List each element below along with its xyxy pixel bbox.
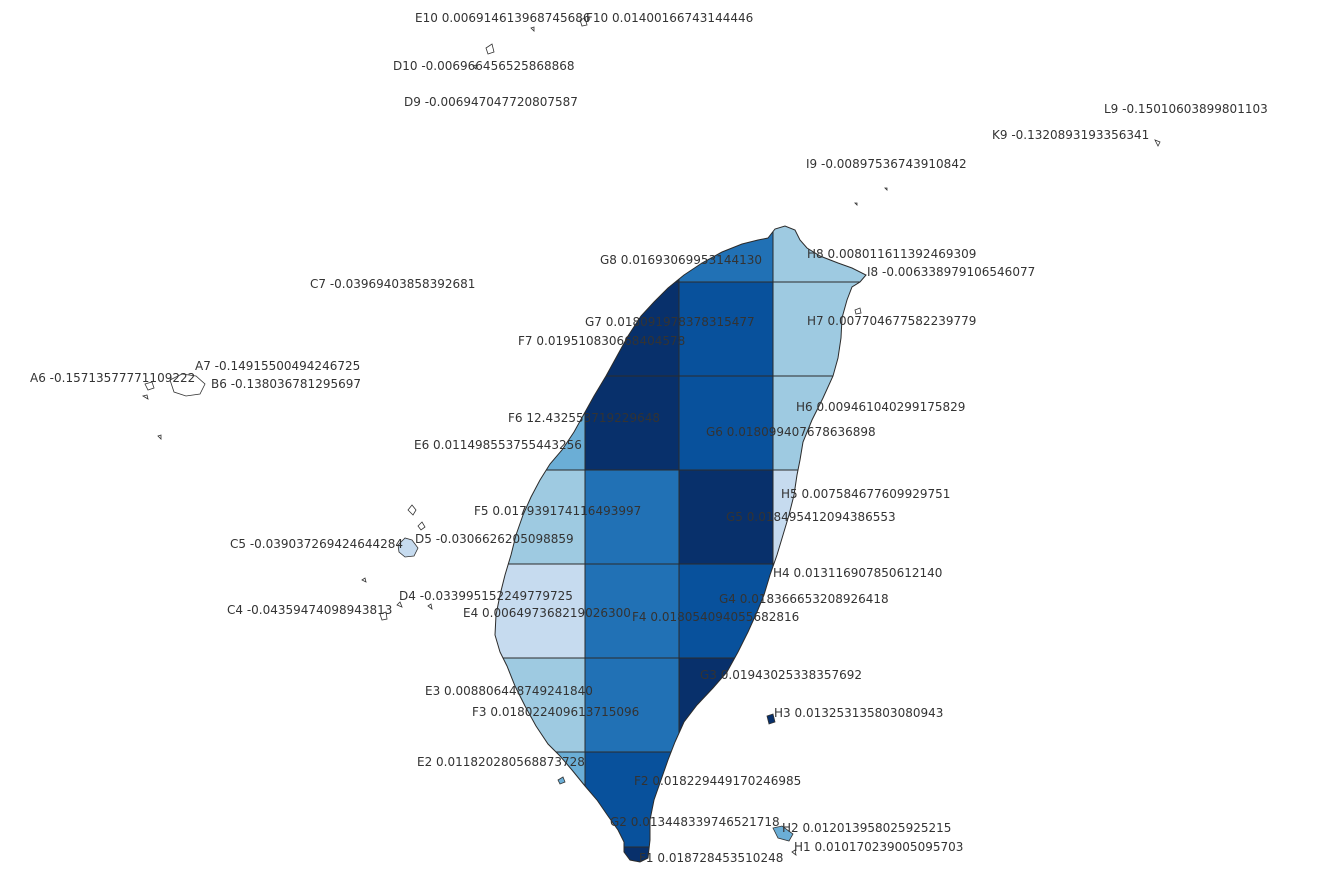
cell-F8	[584, 226, 680, 283]
label-F6: F6 12.432553719229648	[508, 411, 660, 425]
label-F3: F3 0.018022409613715096	[472, 705, 639, 719]
cell-H8	[772, 226, 866, 283]
label-H5: H5 0.007584677609929751	[781, 487, 950, 501]
label-E6: E6 0.011498553755443256	[414, 438, 582, 452]
label-G5: G5 0.018495412094386553	[726, 510, 896, 524]
label-E3: E3 0.008806448749241840	[425, 684, 593, 698]
label-H8: H8 0.008011611392469309	[807, 247, 976, 261]
cell-G2	[678, 751, 774, 862]
label-G4: G4 0.018366653208926418	[719, 592, 889, 606]
penghu-islands	[361, 504, 433, 621]
label-I9: I9 -0.00897536743910842	[806, 157, 967, 171]
label-I8: I8 -0.006338979106546077	[867, 265, 1035, 279]
label-F2: F2 0.018229449170246985	[634, 774, 801, 788]
label-C5: C5 -0.039037269424644284	[230, 537, 403, 551]
label-D5: D5 -0.0306626205098859	[415, 532, 574, 546]
cell-H7	[772, 281, 866, 377]
label-G7: G7 0.018091978378315477	[585, 315, 755, 329]
cell-G7	[678, 281, 774, 377]
label-F1: F1 0.018728453510248	[639, 851, 783, 865]
label-G6: G6 0.018099407678636898	[706, 425, 876, 439]
label-H6: H6 0.009461040299175829	[796, 400, 965, 414]
label-D10: D10 -0.006966456525868868	[393, 59, 575, 73]
label-G3: G3 0.01943025338357692	[700, 668, 862, 682]
cell-F3	[584, 657, 680, 753]
cell-H6	[772, 375, 866, 471]
cell-G6	[678, 375, 774, 471]
label-E10: E10 0.006914613968745686	[415, 11, 591, 25]
label-K9: K9 -0.1320893193356341	[992, 128, 1149, 142]
label-D9: D9 -0.006947047720807587	[404, 95, 578, 109]
label-C4: C4 -0.04359474098943813	[227, 603, 392, 617]
label-F4: F4 0.018054094055682816	[632, 610, 799, 624]
label-H4: H4 0.013116907850612140	[773, 566, 942, 580]
label-H2: H2 0.012013958025925215	[782, 821, 951, 835]
label-A7: A7 -0.14915500494246725	[195, 359, 360, 373]
label-G8: G8 0.01693069953144130	[600, 253, 762, 267]
label-E2: E2 0.011820280568873728	[417, 755, 585, 769]
cell-labels: E10 0.006914613968745686 F10 0.014001667…	[30, 11, 1268, 865]
cell-G5	[678, 469, 774, 565]
island-outline	[494, 225, 867, 863]
cell-G8	[678, 226, 774, 283]
label-H1: H1 0.010170239005095703	[794, 840, 963, 854]
cell-F5	[584, 469, 680, 565]
label-A6: A6 -0.15713577771109222	[30, 371, 195, 385]
label-B6: B6 -0.138036781295697	[211, 377, 361, 391]
cell-F6	[584, 375, 680, 471]
eastern-islands	[557, 139, 1161, 856]
cell-F4	[584, 563, 680, 659]
label-H3: H3 0.013253135803080943	[774, 706, 943, 720]
kinmen-matsu-islands	[141, 17, 588, 440]
label-G2: G2 0.013448339746521718	[610, 815, 780, 829]
label-F7: F7 0.019510830668404578	[518, 334, 685, 348]
cell-F2	[584, 751, 680, 848]
label-F5: F5 0.017939174116493997	[474, 504, 641, 518]
label-C7: C7 -0.03969403858392681	[310, 277, 475, 291]
label-H7: H7 0.007704677582239779	[807, 314, 976, 328]
label-D4: D4 -0.033995152249779725	[399, 589, 573, 603]
label-L9: L9 -0.15010603899801103	[1104, 102, 1268, 116]
label-F10: F10 0.01400166743144446	[586, 11, 753, 25]
label-E4: E4 0.006497368219026300	[463, 606, 631, 620]
